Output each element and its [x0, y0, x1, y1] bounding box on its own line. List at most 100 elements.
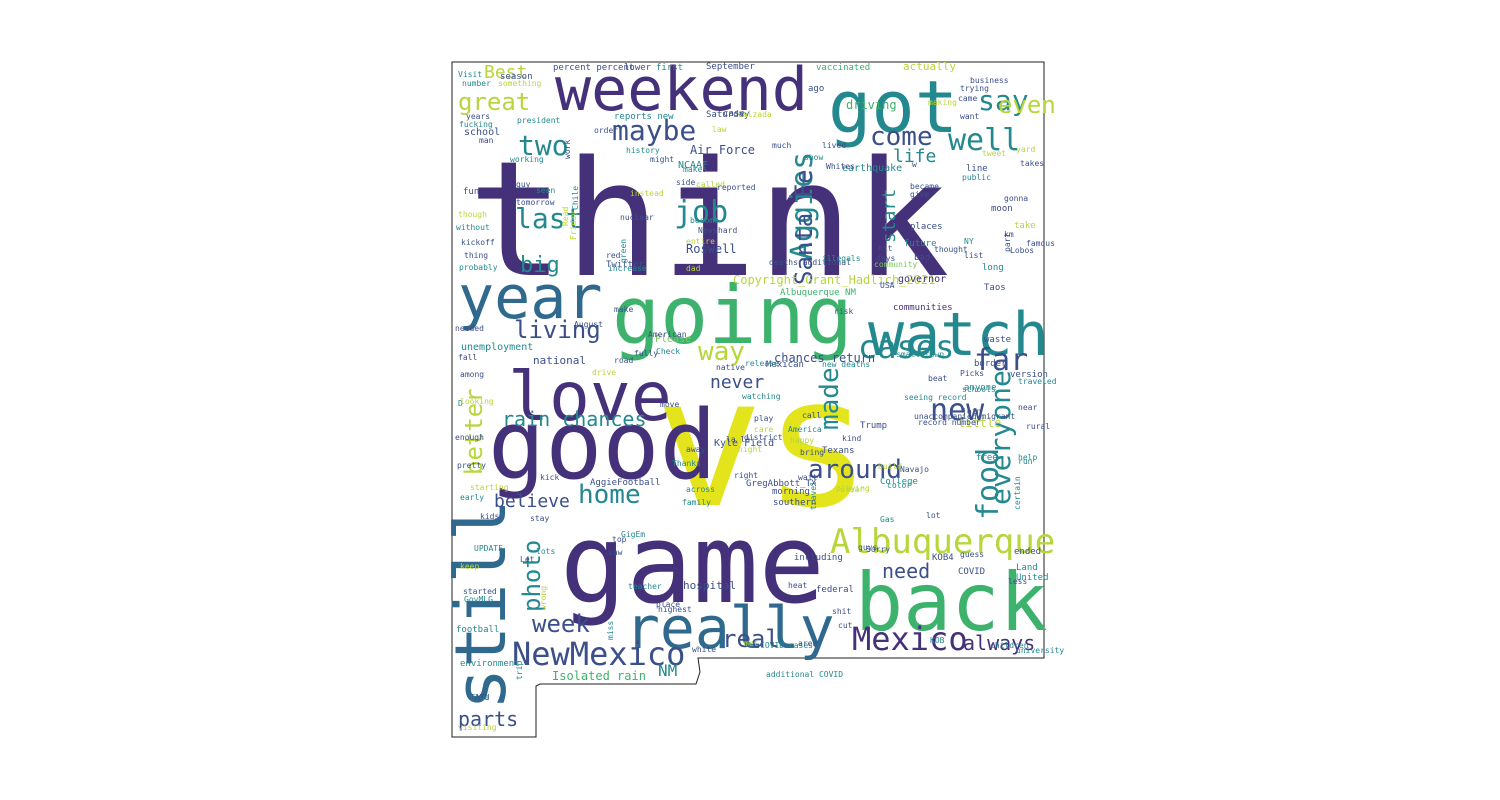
word-september: September [706, 62, 755, 72]
word-seeing-record: seeing record [904, 393, 967, 402]
word-w: w [912, 160, 917, 169]
word-play: play [754, 414, 773, 423]
word-vaccinated: vaccinated [816, 63, 870, 73]
word-kob4: KOB4 [932, 553, 954, 563]
word-fall: fall [458, 353, 477, 362]
word-miss: miss [606, 621, 615, 640]
word-saw: saw [608, 548, 623, 557]
word-drive: drive [592, 368, 616, 377]
word-dad: dad [686, 264, 701, 273]
word-famous: famous [1026, 239, 1055, 248]
word-unaccompanied-migrant: unaccompanied migrant [914, 412, 1015, 421]
word-new: new [930, 393, 985, 428]
word-hard: hard [718, 226, 737, 235]
word-top: top [612, 535, 627, 544]
word-bring: bring [800, 448, 824, 457]
word-two: two [518, 129, 569, 162]
word-university: university [1016, 646, 1064, 655]
word-became: became [910, 182, 939, 191]
word-vs: vs [655, 339, 872, 548]
word-real: real [722, 625, 780, 653]
word-actually: actually [903, 60, 956, 73]
word-rain-chances: rain chances [502, 407, 647, 431]
word-additional-covid: additional COVID [766, 670, 843, 679]
word-something: something [498, 79, 542, 88]
word-kick: kick [540, 473, 559, 482]
word-visiting: visiting [458, 723, 497, 732]
word-keep: keep [460, 562, 479, 571]
word-though: though [458, 210, 487, 219]
word-nuclear: nuclear [620, 213, 654, 222]
word-everyone: everyone [984, 370, 1017, 505]
word-happy: happy [790, 436, 814, 445]
word-even: even [998, 91, 1056, 119]
word-green: green [619, 239, 628, 263]
word-aggies: Aggies [785, 152, 820, 260]
word-help: help [1018, 453, 1037, 462]
word-make: make [614, 305, 633, 314]
word-run: run [1018, 457, 1033, 466]
word-area: area [798, 639, 817, 648]
word-say: say [978, 84, 1029, 117]
word-yard: yard [1016, 145, 1035, 154]
word-road: road [614, 356, 633, 365]
word-living: living [514, 316, 601, 344]
word-season: season [500, 72, 533, 82]
word-tweet: tweet [982, 149, 1006, 158]
word-whites: Whites [826, 162, 855, 171]
word-guy: guy [516, 180, 531, 189]
word-covid-cases: COVID cases [760, 641, 813, 650]
word-number: number [462, 79, 491, 88]
word-last: last [515, 202, 582, 235]
word-place: place [656, 600, 680, 609]
word-probably: probably [459, 263, 498, 272]
word-environment: environment [460, 659, 520, 669]
word-far: far [974, 343, 1028, 378]
word-think: think [468, 126, 950, 313]
word-part: part [1003, 233, 1012, 252]
word-lower: lower [624, 63, 652, 73]
word-history: history [626, 146, 660, 155]
word-calzada: Calzada [738, 110, 772, 119]
word-kob: KOB [930, 636, 945, 645]
word-man: man [479, 136, 494, 145]
word-hit: hit [878, 244, 893, 253]
word-still: still [440, 499, 522, 710]
word-first: first [656, 63, 683, 73]
word-weekend: weekend [555, 55, 808, 125]
word-instead: instead [630, 189, 664, 198]
word-moon: moon [991, 204, 1013, 214]
word-long: long [982, 263, 1004, 273]
word-color: color [887, 481, 911, 490]
word-wrong: wrong [539, 586, 548, 610]
word-let: Let [520, 555, 535, 564]
word-never: never [710, 372, 764, 393]
word-working: working [510, 155, 544, 164]
word-copyright-grant-hadlich-2021: Copyright_Grant_Hadlich_2021 [733, 273, 935, 287]
word-risk: risk [834, 307, 853, 316]
word-school: school [464, 127, 500, 138]
word-lobos: Lobos [1010, 246, 1034, 255]
word-president: president [517, 116, 561, 125]
word-places: places [910, 222, 943, 232]
word-federal: federal [816, 585, 854, 595]
word-maybe: maybe [612, 114, 696, 147]
new-mexico-shape-outline [451, 61, 1045, 738]
word-kickoff: kickoff [461, 238, 495, 247]
word-reported: reported [717, 183, 756, 192]
word-entire: entire [686, 237, 715, 246]
word-newmexico: NewMexico [512, 635, 685, 673]
word-kind: kind [842, 434, 861, 443]
word-white: white [692, 645, 716, 654]
word-big: big [520, 253, 560, 278]
word-seen: seen [536, 186, 555, 195]
word-thing: thing [464, 251, 488, 260]
word-children: children [990, 641, 1029, 650]
word-care: care [754, 425, 773, 434]
word-albuquerque: Albuquerque [830, 522, 1055, 562]
word-governor: governor [898, 274, 946, 285]
word-govmlg: GovMLG [464, 595, 493, 604]
word-hospital: hospital [683, 579, 736, 592]
word-ago: ago [808, 84, 824, 94]
word-without: without [456, 223, 490, 232]
